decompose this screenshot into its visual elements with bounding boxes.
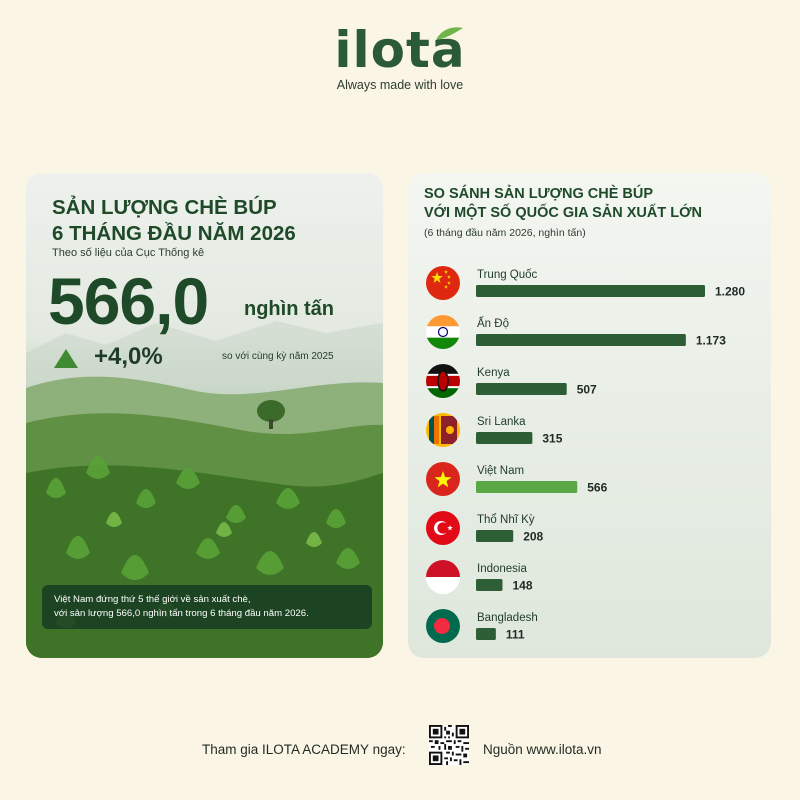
indonesia-flag-icon (426, 560, 460, 594)
bar-row: Indonesia 148 (426, 560, 533, 594)
country-label: Trung Quốc (477, 269, 538, 281)
chart-title: SO SÁNH SẢN LƯỢNG CHÈ BÚP VỚI MỘT SỐ QUỐ… (424, 185, 702, 223)
bar-row: Bangladesh 111 (426, 609, 538, 643)
bar-row: Việt Nam 566 (426, 462, 608, 496)
bar (476, 334, 686, 346)
country-label: Việt Nam (477, 465, 524, 477)
ranking-caption: Việt Nam đứng thứ 5 thế giới về sản xuất… (42, 585, 372, 629)
bar-row: Ấn Độ 1.173 (426, 315, 726, 349)
country-label: Indonesia (477, 563, 527, 575)
country-label: Thổ Nhĩ Kỳ (477, 514, 535, 526)
bar-row: Trung Quốc 1.280 (426, 266, 745, 300)
leaf-icon (435, 27, 463, 40)
production-source: Theo số liệu của Cục Thống kê (52, 247, 205, 259)
source-text: Nguồn www.ilota.vn (483, 742, 602, 757)
bar (476, 285, 705, 297)
china-flag-icon (426, 266, 460, 300)
logo-tagline: Always made with love (336, 78, 464, 92)
bangladesh-flag-icon (426, 609, 460, 643)
value-label: 111 (506, 628, 525, 642)
india-flag-icon (426, 315, 460, 349)
production-title-line2: 6 THÁNG ĐẦU NĂM 2026 (52, 222, 296, 245)
growth-up-arrow-icon (54, 349, 78, 368)
country-label: Ấn Độ (477, 317, 509, 330)
value-label: 315 (542, 432, 562, 446)
academy-invite-text: Tham gia ILOTA ACADEMY ngay: (202, 742, 406, 757)
bar-row: Thổ Nhĩ Kỳ 208 (426, 511, 544, 545)
sri-lanka-flag-icon (426, 413, 460, 447)
bar (476, 481, 578, 493)
ranking-caption-line2: với sản lượng 566,0 nghìn tấn trong 6 th… (54, 608, 309, 619)
production-value: 566,0 (48, 264, 209, 338)
chart-subtitle: (6 tháng đầu năm 2026, nghìn tấn) (424, 227, 586, 239)
chart-title-line2: VỚI MỘT SỐ QUỐC GIA SẢN XUẤT LỚN (424, 205, 702, 221)
bar (476, 432, 533, 444)
value-label: 148 (512, 579, 532, 593)
bar (476, 383, 567, 395)
bar (476, 579, 503, 591)
value-label: 208 (523, 530, 543, 544)
brand-header: ilota Always made with love (0, 22, 800, 92)
country-label: Bangladesh (477, 612, 538, 624)
production-unit: nghìn tấn (244, 298, 334, 320)
bar-row: Kenya 507 (426, 364, 597, 398)
kenya-flag-icon (426, 364, 460, 398)
production-summary-card: SẢN LƯỢNG CHÈ BÚP 6 THÁNG ĐẦU NĂM 2026 T… (26, 173, 383, 658)
ranking-caption-line1: Việt Nam đứng thứ 5 thế giới về sản xuất… (54, 594, 251, 605)
growth-note: so với cùng kỳ năm 2025 (222, 351, 334, 362)
bar-row: Sri Lanka 315 (426, 413, 563, 447)
production-title: SẢN LƯỢNG CHÈ BÚP 6 THÁNG ĐẦU NĂM 2026 (52, 195, 296, 247)
bar (476, 628, 496, 640)
vietnam-flag-icon (426, 462, 460, 496)
qr-code-icon[interactable] (429, 725, 469, 765)
production-title-line1: SẢN LƯỢNG CHÈ BÚP (52, 196, 277, 219)
logo: ilota (334, 22, 465, 78)
logo-text: ilota (334, 21, 466, 79)
bar-chart: Trung Quốc 1.280 Ấn Độ 1.173 Kenya 507 Sri Lan… (426, 266, 745, 643)
comparison-chart-card: SO SÁNH SẢN LƯỢNG CHÈ BÚP VỚI MỘT SỐ QUỐ… (408, 173, 771, 658)
country-label: Sri Lanka (477, 416, 526, 428)
growth-value: +4,0% (94, 343, 163, 370)
chart-title-line1: SO SÁNH SẢN LƯỢNG CHÈ BÚP (424, 186, 654, 202)
country-label: Kenya (477, 367, 510, 379)
value-label: 1.280 (715, 285, 745, 299)
turkey-flag-icon (426, 511, 460, 545)
bar (476, 530, 514, 542)
value-label: 566 (587, 481, 607, 495)
value-label: 1.173 (696, 334, 726, 348)
value-label: 507 (577, 383, 597, 397)
